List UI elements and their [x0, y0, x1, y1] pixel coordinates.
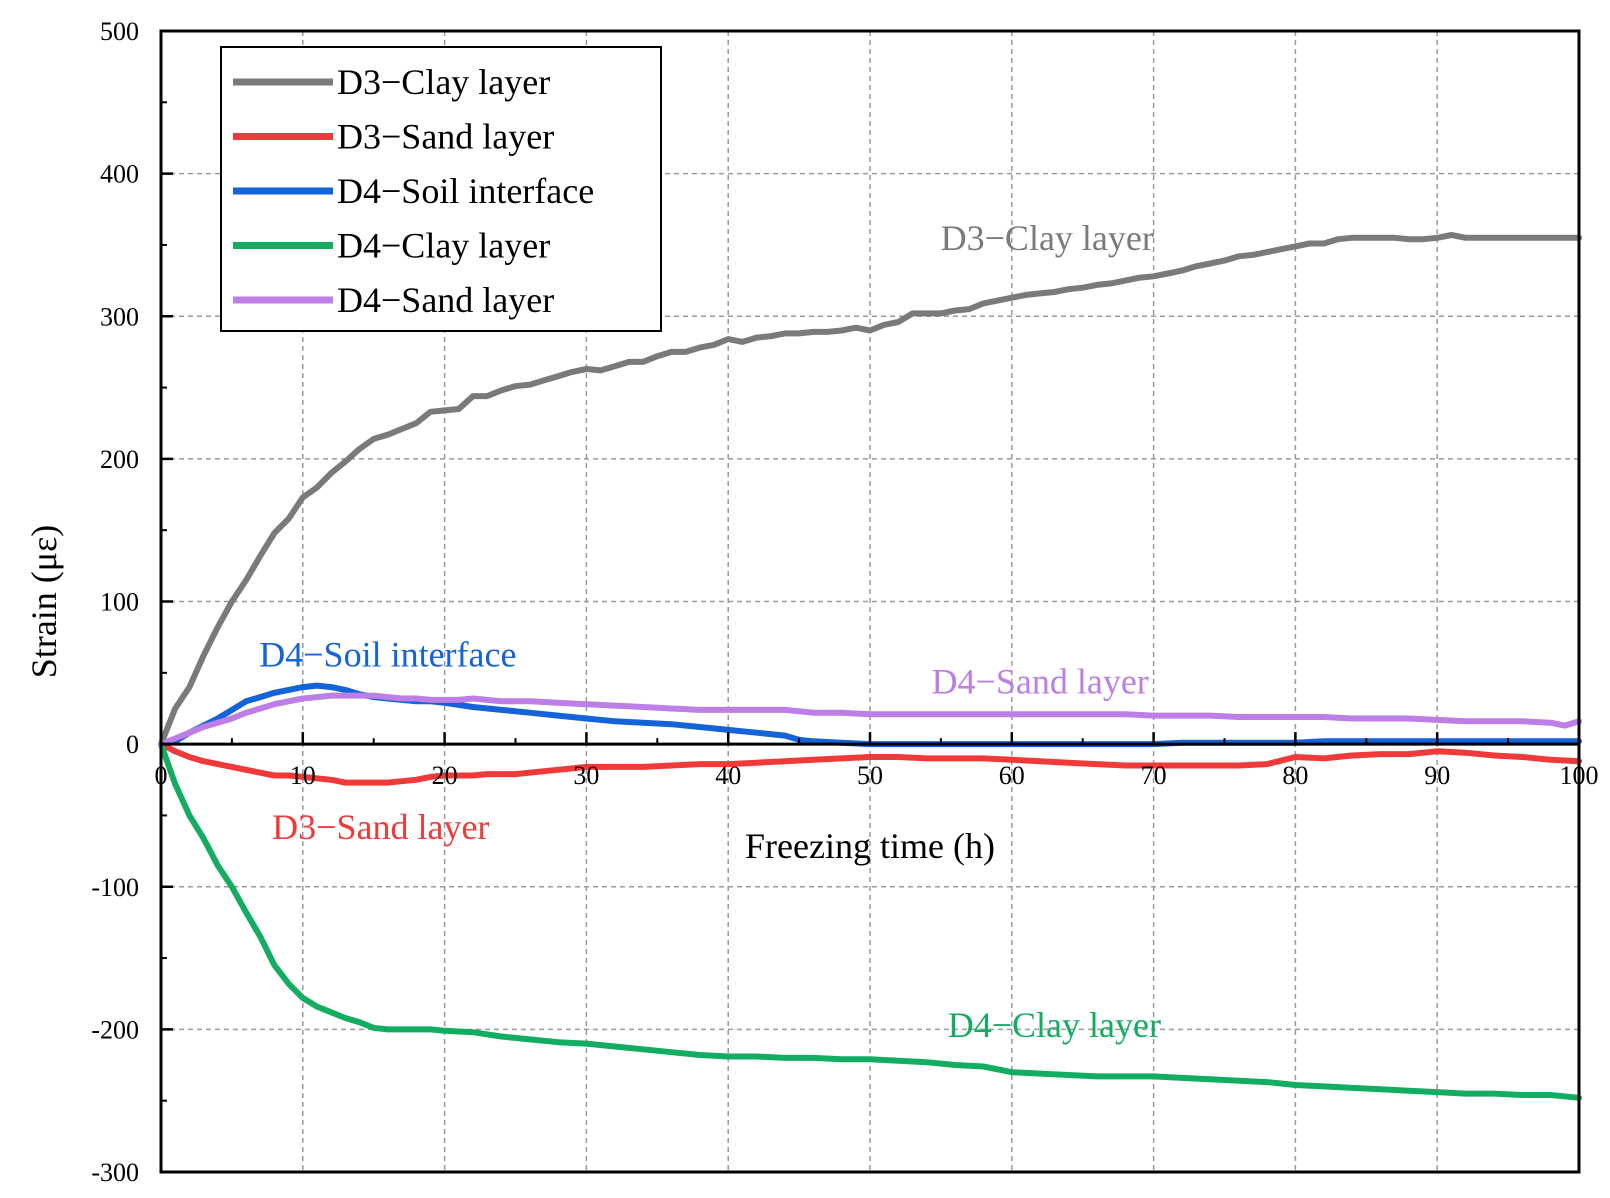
- x-tick-label: 80: [1282, 761, 1308, 790]
- x-tick-label: 20: [432, 761, 458, 790]
- x-tick-label: 90: [1424, 761, 1450, 790]
- y-tick-label: 100: [100, 588, 139, 617]
- legend-label: D3−Sand layer: [337, 117, 554, 157]
- legend-label: D4−Sand layer: [337, 280, 554, 320]
- series-line-1: [158, 741, 1582, 786]
- annotation-label: D4−Soil interface: [259, 634, 516, 674]
- x-tick-label: 0: [155, 761, 168, 790]
- ticks: 0 10 20 30 40 50 60 70 80 90 100 -300 -200 -100 0 100 20…: [91, 17, 1598, 1187]
- x-tick-label: 10: [290, 761, 316, 790]
- legend-label: D3−Clay layer: [337, 62, 550, 102]
- x-tick-label: 60: [999, 761, 1025, 790]
- series-line-4: [158, 692, 1582, 748]
- legend-label: D4−Clay layer: [337, 226, 550, 266]
- annotation-label: D4−Sand layer: [932, 661, 1149, 701]
- x-axis-label: Freezing time (h): [745, 826, 995, 866]
- legend: D3−Clay layer D3−Sand layer D4−Soil interf…: [220, 46, 662, 332]
- series-line-3: [158, 741, 1582, 1101]
- y-tick-label: -300: [91, 1158, 139, 1187]
- y-tick-label: -200: [91, 1015, 139, 1044]
- series-line-0: [158, 232, 1582, 748]
- annotations: D3−Clay layer D4−Soil interface D4−Sand la…: [259, 218, 1161, 1045]
- y-tick-label: 300: [100, 302, 139, 331]
- annotation-label: D3−Sand layer: [272, 807, 489, 847]
- y-tick-label: 200: [100, 445, 139, 474]
- y-tick-label: -100: [91, 873, 139, 902]
- y-tick-label: 400: [100, 160, 139, 189]
- x-tick-label: 40: [715, 761, 741, 790]
- y-tick-label: 500: [100, 17, 139, 46]
- x-tick-label: 100: [1560, 761, 1599, 790]
- annotation-label: D4−Clay layer: [948, 1005, 1161, 1045]
- x-tick-label: 50: [857, 761, 883, 790]
- x-tick-label: 70: [1141, 761, 1167, 790]
- legend-label: D4−Soil interface: [337, 171, 594, 211]
- x-tick-label: 30: [573, 761, 599, 790]
- y-axis-label: Strain (με): [24, 525, 64, 678]
- y-tick-label: 0: [126, 730, 139, 759]
- annotation-label: D3−Clay layer: [941, 218, 1154, 258]
